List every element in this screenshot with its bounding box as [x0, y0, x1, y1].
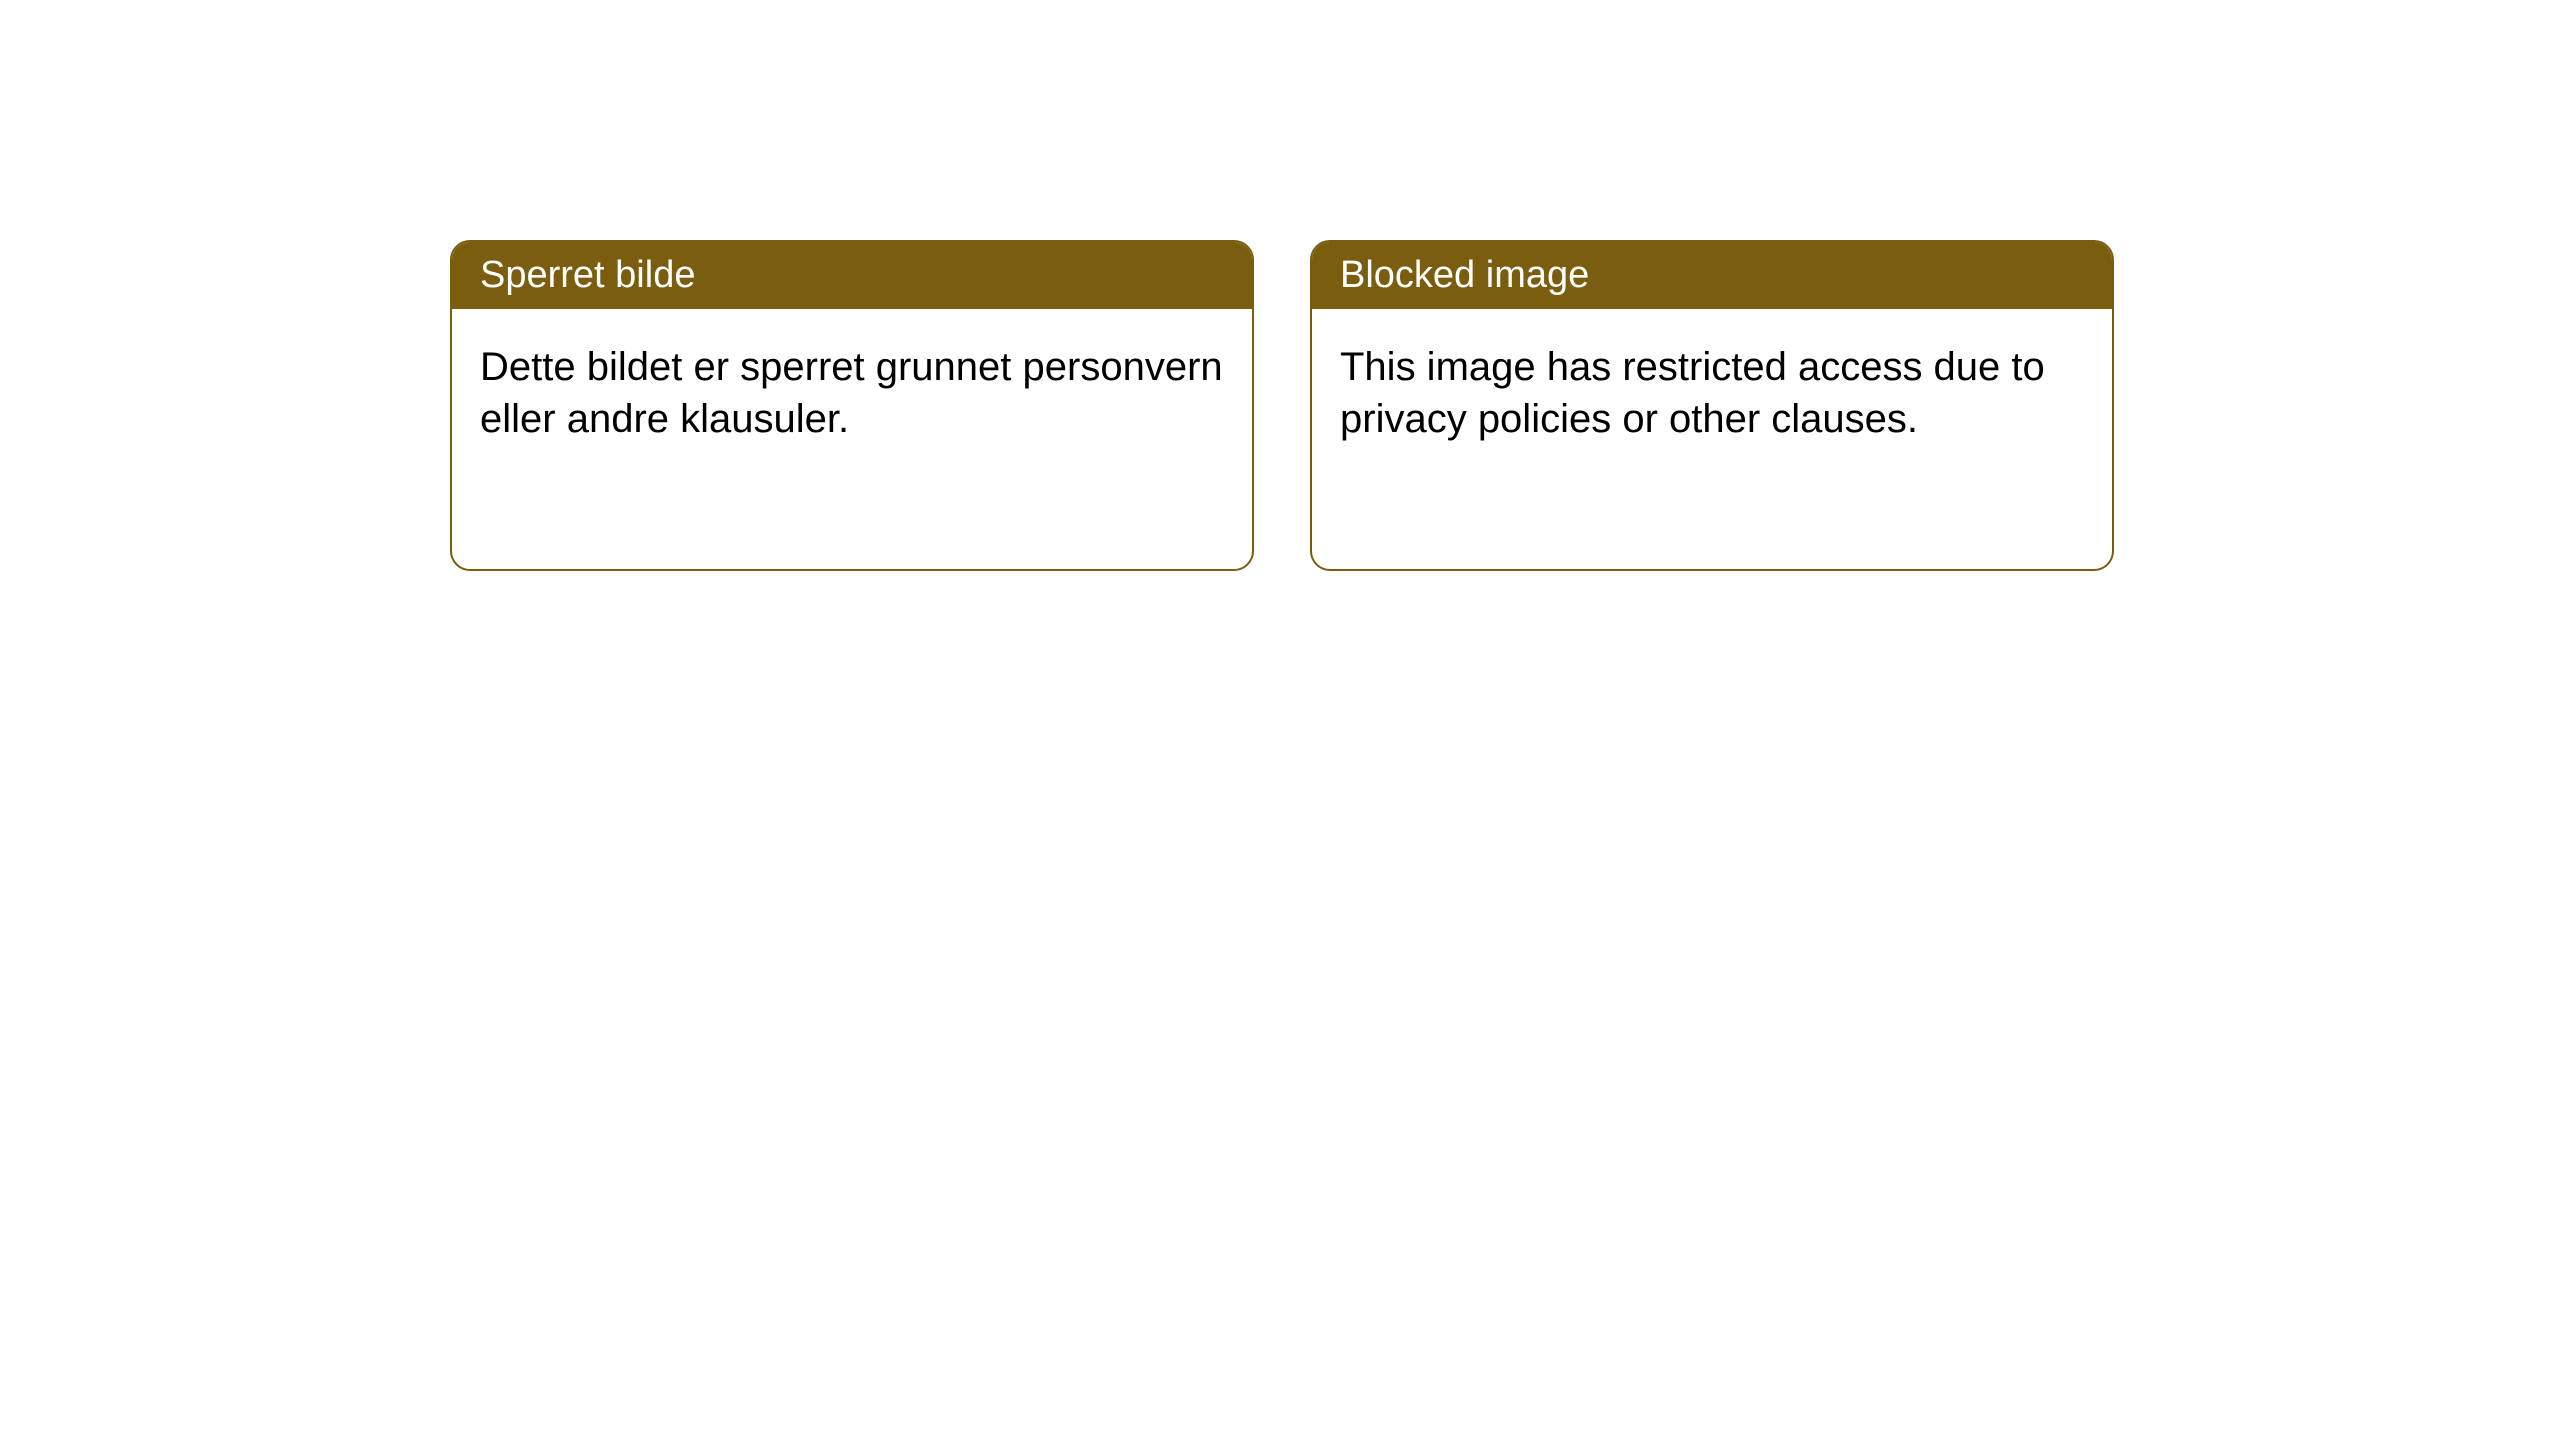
notice-title-english: Blocked image [1340, 254, 1589, 296]
notice-header-english: Blocked image [1312, 242, 2112, 309]
notice-text-english: This image has restricted access due to … [1340, 345, 2045, 441]
notice-box-norwegian: Sperret bilde Dette bildet er sperret gr… [450, 240, 1254, 571]
notice-box-english: Blocked image This image has restricted … [1310, 240, 2114, 571]
notice-body-english: This image has restricted access due to … [1312, 309, 2112, 569]
notice-body-norwegian: Dette bildet er sperret grunnet personve… [452, 309, 1252, 569]
notice-title-norwegian: Sperret bilde [480, 254, 695, 296]
notice-text-norwegian: Dette bildet er sperret grunnet personve… [480, 345, 1223, 441]
notice-header-norwegian: Sperret bilde [452, 242, 1252, 309]
notices-container: Sperret bilde Dette bildet er sperret gr… [0, 0, 2560, 571]
